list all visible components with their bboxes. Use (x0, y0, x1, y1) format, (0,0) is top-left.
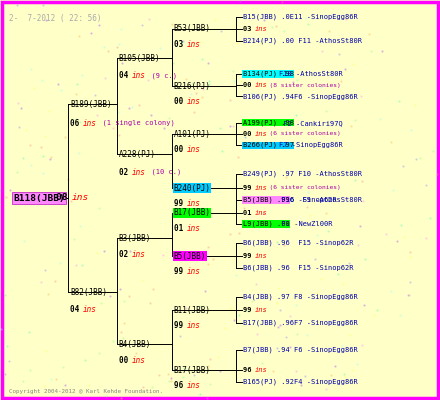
Text: ins: ins (132, 168, 145, 176)
Text: 04: 04 (70, 306, 84, 314)
Text: F16 -Sinop62R: F16 -Sinop62R (273, 197, 337, 203)
Text: 99: 99 (174, 200, 188, 208)
Text: ins: ins (132, 356, 145, 365)
Text: ins: ins (83, 306, 97, 314)
Text: ins: ins (132, 72, 145, 80)
Text: 00: 00 (119, 356, 133, 365)
Text: ins: ins (187, 224, 200, 233)
Text: 02: 02 (119, 168, 133, 176)
Text: B5(JBB): B5(JBB) (174, 252, 206, 260)
Text: B106(PJ) .94F6 -SinopEgg86R: B106(PJ) .94F6 -SinopEgg86R (243, 93, 358, 100)
Text: 00: 00 (174, 98, 188, 106)
Text: 00: 00 (174, 146, 188, 154)
Text: B188(PJ) .96  F9 -AthosSt80R: B188(PJ) .96 F9 -AthosSt80R (243, 197, 362, 203)
Text: 06: 06 (70, 119, 84, 128)
Text: 99: 99 (243, 307, 256, 313)
Text: B240(PJ): B240(PJ) (174, 184, 211, 192)
Text: 01: 01 (243, 210, 256, 216)
Text: B17(JBB) .96F7 -SinopEgg86R: B17(JBB) .96F7 -SinopEgg86R (243, 320, 358, 326)
Text: ins: ins (83, 119, 97, 128)
Text: ins: ins (254, 307, 267, 313)
Text: 08: 08 (56, 194, 73, 202)
Text: ins: ins (254, 26, 267, 32)
Text: L9(JBB) .00: L9(JBB) .00 (243, 221, 290, 227)
Text: 99: 99 (243, 253, 256, 259)
Text: ins: ins (254, 253, 267, 259)
Text: B6(JBB) .96  F15 -Sinop62R: B6(JBB) .96 F15 -Sinop62R (243, 265, 353, 271)
Text: F1 -NewZl00R: F1 -NewZl00R (273, 221, 332, 227)
Text: B4(JBB) .97 F8 -SinopEgg86R: B4(JBB) .97 F8 -SinopEgg86R (243, 294, 358, 300)
Text: 00: 00 (243, 131, 256, 137)
Text: B6(JBB) .96  F15 -Sinop62R: B6(JBB) .96 F15 -Sinop62R (243, 240, 353, 246)
Text: 02: 02 (119, 250, 133, 259)
Text: 00: 00 (243, 82, 256, 88)
Text: ins: ins (254, 367, 267, 373)
Text: B165(PJ) .92F4 -SinopEgg86R: B165(PJ) .92F4 -SinopEgg86R (243, 379, 358, 385)
Text: 99: 99 (243, 185, 256, 191)
Text: ins: ins (71, 194, 89, 202)
Text: A228(PJ): A228(PJ) (119, 150, 156, 158)
Text: Copyright 2004-2012 @ Karl Kehde Foundation.: Copyright 2004-2012 @ Karl Kehde Foundat… (9, 389, 163, 394)
Text: 2-  7-2012 ( 22: 56): 2- 7-2012 ( 22: 56) (9, 14, 101, 23)
Text: F10 -AthosSt80R: F10 -AthosSt80R (279, 71, 343, 77)
Text: B249(PJ) .97 F10 -AthosSt80R: B249(PJ) .97 F10 -AthosSt80R (243, 171, 362, 177)
Text: 03: 03 (174, 40, 188, 49)
Text: ins: ins (254, 185, 267, 191)
Text: B3(JBB): B3(JBB) (119, 234, 151, 242)
Text: (1 single colony): (1 single colony) (94, 120, 175, 126)
Text: B7(JBB) .94 F6 -SinopEgg86R: B7(JBB) .94 F6 -SinopEgg86R (243, 347, 358, 353)
Text: B266(PJ) .97: B266(PJ) .97 (243, 142, 294, 148)
Text: 99: 99 (174, 268, 188, 276)
Text: B4(JBB): B4(JBB) (119, 340, 151, 348)
Text: (6 sister colonies): (6 sister colonies) (262, 132, 341, 136)
Text: ins: ins (187, 200, 200, 208)
Text: B216(PJ): B216(PJ) (174, 82, 211, 90)
Text: B53(JBB): B53(JBB) (174, 24, 211, 33)
Text: 96: 96 (243, 367, 256, 373)
Text: 96: 96 (174, 382, 188, 390)
Text: F2 -Cankiri97Q: F2 -Cankiri97Q (279, 120, 343, 126)
Text: ins: ins (187, 268, 200, 276)
Text: 99: 99 (174, 322, 188, 330)
Text: B105(JBB): B105(JBB) (119, 54, 161, 62)
Text: A199(PJ) .98: A199(PJ) .98 (243, 120, 294, 126)
Text: ins: ins (187, 146, 200, 154)
Text: ins: ins (187, 98, 200, 106)
Text: 04: 04 (119, 72, 133, 80)
Text: 03: 03 (243, 26, 256, 32)
Text: (10 c.): (10 c.) (143, 169, 181, 175)
Text: B5(JBB) .99: B5(JBB) .99 (243, 197, 290, 203)
Text: ins: ins (254, 131, 267, 137)
Text: B118(JBB): B118(JBB) (13, 194, 65, 202)
Text: B11(JBB): B11(JBB) (174, 306, 211, 314)
Text: (9 c.): (9 c.) (143, 73, 176, 79)
Text: B134(PJ) .98: B134(PJ) .98 (243, 71, 294, 77)
Text: ins: ins (254, 210, 267, 216)
Text: B15(JBB) .0E11 -SinopEgg86R: B15(JBB) .0E11 -SinopEgg86R (243, 14, 358, 20)
Text: ins: ins (187, 322, 200, 330)
Text: B17(JBB): B17(JBB) (174, 208, 211, 217)
Text: (6 sister colonies): (6 sister colonies) (262, 186, 341, 190)
Text: ins: ins (132, 250, 145, 259)
Text: B82(JBB): B82(JBB) (70, 288, 107, 296)
Text: ins: ins (187, 40, 200, 49)
Text: A101(PJ): A101(PJ) (174, 130, 211, 138)
Text: B189(JBB): B189(JBB) (70, 100, 112, 108)
Text: ins: ins (254, 82, 267, 88)
Text: F7 -SinopEgg86R: F7 -SinopEgg86R (279, 142, 343, 148)
Text: 01: 01 (174, 224, 188, 233)
Text: B214(PJ) .00 F11 -AthosSt80R: B214(PJ) .00 F11 -AthosSt80R (243, 38, 362, 44)
Text: ins: ins (187, 382, 200, 390)
Text: B17(JBB): B17(JBB) (174, 366, 211, 374)
Text: (8 sister colonies): (8 sister colonies) (262, 83, 341, 88)
